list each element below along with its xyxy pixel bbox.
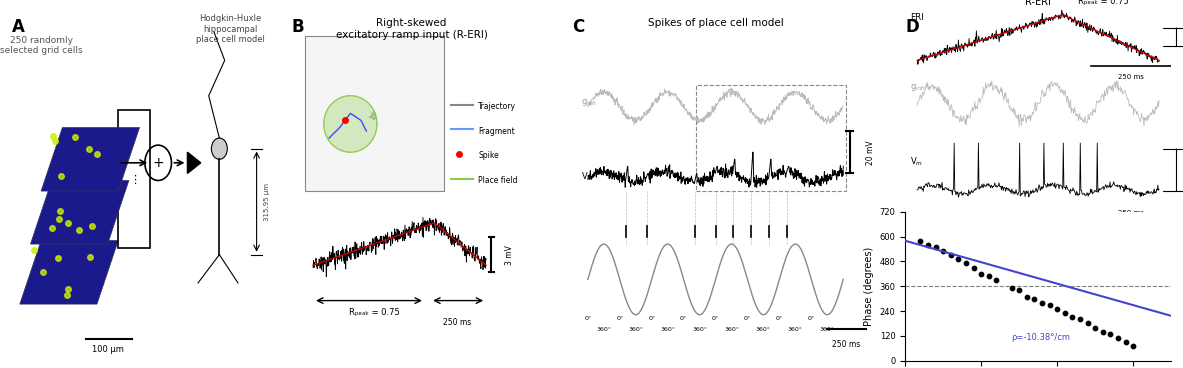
Point	[942, 252, 961, 258]
Text: 360°: 360°	[596, 327, 612, 332]
Text: 315.95 μm: 315.95 μm	[264, 183, 270, 221]
Text: Trajectory: Trajectory	[478, 102, 516, 111]
Text: g$_{inh}$: g$_{inh}$	[911, 82, 926, 93]
Text: 250 ms: 250 ms	[442, 318, 471, 327]
Point	[1093, 329, 1112, 335]
Text: 3 mV: 3 mV	[505, 245, 513, 265]
Polygon shape	[187, 152, 201, 173]
Y-axis label: Phase (degrees): Phase (degrees)	[864, 247, 874, 326]
Circle shape	[212, 138, 227, 159]
Text: 100 μm: 100 μm	[91, 344, 123, 354]
Polygon shape	[31, 180, 129, 244]
Point	[1116, 339, 1134, 345]
Point	[1002, 285, 1021, 291]
Text: Spikes of place cell model: Spikes of place cell model	[647, 18, 783, 28]
Text: 360°: 360°	[724, 327, 739, 332]
Point	[1101, 331, 1120, 337]
Point	[1017, 294, 1036, 300]
Text: B: B	[292, 18, 304, 36]
Text: 360°: 360°	[628, 327, 644, 332]
Point	[1040, 302, 1059, 308]
Point	[1048, 306, 1067, 312]
Text: A: A	[12, 18, 25, 36]
Point	[1009, 287, 1028, 293]
Text: 0°: 0°	[712, 316, 719, 321]
Text: 360°: 360°	[692, 327, 707, 332]
Text: 250 ms: 250 ms	[1118, 210, 1144, 216]
Text: 250 ms: 250 ms	[833, 340, 860, 348]
Point	[1078, 321, 1097, 326]
Title: R-ERI: R-ERI	[1026, 0, 1051, 7]
Text: 0°: 0°	[776, 316, 783, 321]
Point	[1033, 300, 1052, 306]
Polygon shape	[41, 127, 140, 191]
Point	[949, 256, 968, 262]
Bar	[305, 36, 444, 191]
Polygon shape	[324, 96, 377, 152]
Text: Fragment: Fragment	[478, 127, 515, 135]
Text: Rₚₑₐₖ = 0.75: Rₚₑₐₖ = 0.75	[349, 308, 400, 317]
Text: 250 randomly
selected grid cells: 250 randomly selected grid cells	[0, 36, 83, 55]
Text: 20 mV: 20 mV	[866, 140, 874, 164]
Text: 0°: 0°	[808, 316, 815, 321]
Point	[971, 271, 990, 277]
Text: Place field: Place field	[478, 176, 518, 185]
Point	[1024, 296, 1043, 301]
Text: D: D	[905, 18, 919, 36]
Point	[1071, 316, 1090, 322]
Text: V$_m$: V$_m$	[582, 171, 595, 183]
Text: Right-skewed
excitatory ramp input (R-ERI): Right-skewed excitatory ramp input (R-ER…	[336, 18, 487, 39]
Point	[1062, 314, 1081, 320]
Bar	[697, 85, 847, 191]
Point	[1086, 325, 1105, 330]
Text: 360°: 360°	[820, 327, 835, 332]
Text: 360°: 360°	[788, 327, 803, 332]
Text: ρ=-10.38°/cm: ρ=-10.38°/cm	[1011, 333, 1071, 342]
Text: 360°: 360°	[756, 327, 771, 332]
Text: ⋮: ⋮	[129, 176, 140, 185]
Text: C: C	[571, 18, 584, 36]
Point	[1108, 335, 1127, 341]
Point	[957, 261, 976, 266]
Point	[980, 273, 998, 279]
Text: ERI: ERI	[911, 13, 924, 22]
Text: Spike: Spike	[478, 151, 499, 160]
Text: 0°: 0°	[648, 316, 655, 321]
Text: V$_m$: V$_m$	[911, 155, 924, 168]
Text: 0°: 0°	[680, 316, 687, 321]
Text: 0°: 0°	[584, 316, 592, 321]
Point	[911, 238, 930, 244]
Text: Hodgkin-Huxle
hippocampal
place cell model: Hodgkin-Huxle hippocampal place cell mod…	[195, 14, 265, 44]
Point	[987, 277, 1006, 283]
Text: 0°: 0°	[616, 316, 623, 321]
Point	[1124, 343, 1143, 349]
Point	[918, 242, 937, 248]
Text: 360°: 360°	[660, 327, 675, 332]
Point	[1055, 310, 1074, 316]
Text: g$_{inh}$: g$_{inh}$	[582, 97, 597, 108]
Text: +: +	[153, 156, 164, 170]
Point	[933, 248, 952, 254]
Point	[926, 244, 945, 250]
Polygon shape	[20, 241, 118, 304]
Text: Rₚₑₐₖ = 0.75: Rₚₑₐₖ = 0.75	[1078, 0, 1129, 6]
Text: 250 ms: 250 ms	[1118, 74, 1144, 80]
Point	[964, 265, 983, 270]
Text: 0°: 0°	[744, 316, 751, 321]
